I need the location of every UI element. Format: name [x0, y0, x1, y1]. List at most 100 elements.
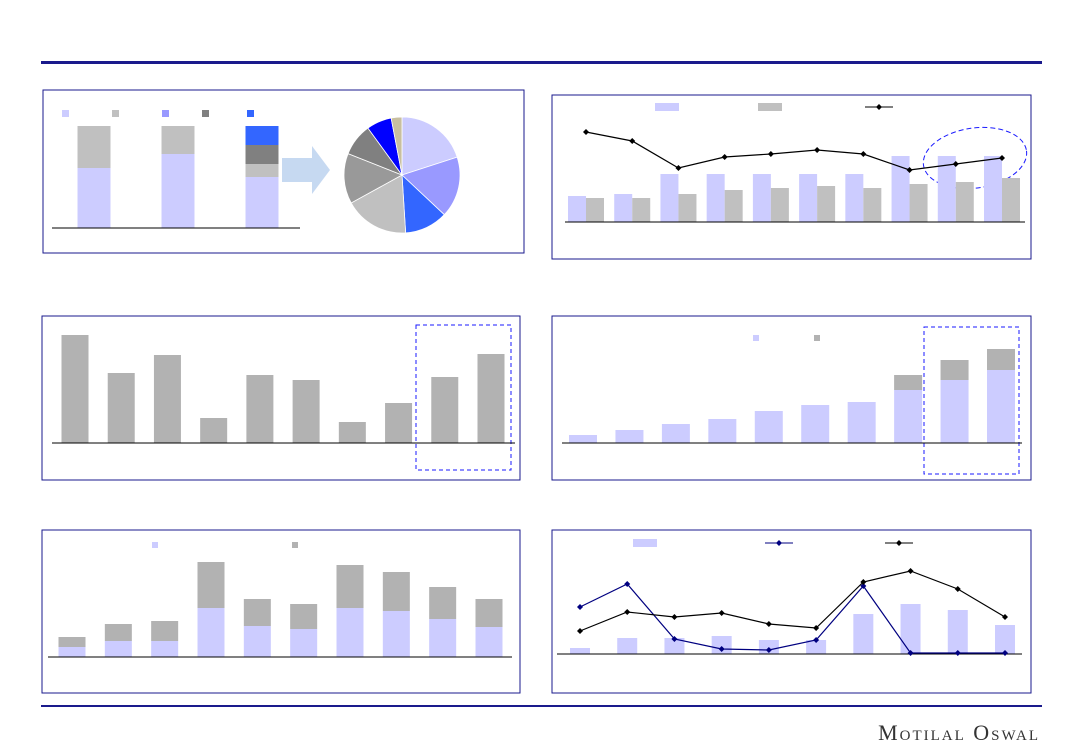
- line-marker: [624, 609, 631, 615]
- bar: [817, 186, 836, 222]
- line-marker: [577, 628, 583, 634]
- line-marker: [765, 647, 772, 653]
- bar: [107, 373, 135, 443]
- bar-segment: [569, 435, 597, 443]
- bar: [891, 156, 910, 222]
- bar: [614, 194, 633, 222]
- line-marker: [577, 604, 583, 610]
- bar: [770, 188, 789, 222]
- bar: [900, 604, 921, 654]
- bar: [799, 174, 818, 222]
- legend-swatch: [292, 542, 298, 548]
- bar-segment: [245, 126, 279, 145]
- pie-slice: [350, 174, 407, 234]
- bar: [568, 196, 586, 222]
- line-marker: [952, 161, 959, 167]
- line-marker: [671, 636, 678, 642]
- bar: [937, 156, 956, 222]
- legend-swatch: [814, 335, 820, 341]
- bar: [292, 380, 320, 443]
- bar-segment: [894, 390, 923, 443]
- bar-segment: [243, 599, 271, 626]
- legend-swatch: [655, 103, 679, 111]
- bar-segment: [661, 424, 690, 443]
- legend-marker: [776, 540, 782, 546]
- bar-segment: [894, 375, 923, 390]
- line-marker: [629, 138, 636, 144]
- bar-segment: [336, 565, 364, 608]
- bar-segment: [475, 627, 503, 657]
- bar-segment: [940, 360, 969, 380]
- bar-segment: [382, 572, 410, 611]
- highlight-box: [415, 324, 512, 471]
- bar-segment: [58, 647, 86, 657]
- panel: [551, 94, 1032, 260]
- bar: [706, 174, 725, 222]
- bar-segment: [336, 608, 364, 657]
- line-marker: [718, 610, 725, 616]
- line-marker: [860, 583, 867, 589]
- top-rule: [41, 61, 1042, 64]
- bottom-rule: [41, 705, 1042, 707]
- pie-slice: [390, 116, 403, 176]
- bar: [678, 194, 697, 222]
- brand: Motilal Oswal: [878, 720, 1040, 745]
- bar-segment: [847, 402, 876, 443]
- bar: [863, 188, 882, 222]
- line-marker: [583, 129, 589, 135]
- line-marker: [718, 646, 725, 652]
- line-marker: [954, 650, 961, 656]
- bar-segment: [151, 621, 179, 641]
- highlight-box: [923, 326, 1020, 475]
- pie-slice: [401, 156, 461, 216]
- bar-segment: [243, 626, 271, 657]
- bar-segment: [987, 370, 1015, 443]
- bar: [806, 640, 827, 654]
- line-marker: [1002, 614, 1008, 620]
- line-marker: [765, 621, 772, 627]
- bar: [570, 648, 590, 654]
- legend-swatch: [162, 110, 169, 117]
- bar: [1002, 178, 1020, 222]
- line-marker: [907, 568, 914, 574]
- line-marker: [1002, 650, 1008, 656]
- line-marker: [954, 586, 961, 592]
- line: [579, 583, 1005, 654]
- bar: [586, 198, 604, 222]
- bar: [724, 190, 743, 222]
- bar-segment: [987, 349, 1015, 370]
- bar: [431, 377, 459, 443]
- bar-segment: [197, 608, 225, 657]
- bar: [853, 614, 874, 654]
- bar-segment: [77, 168, 111, 228]
- legend-swatch: [753, 335, 759, 341]
- bar-segment: [104, 641, 132, 657]
- bar: [984, 156, 1002, 222]
- bar-segment: [290, 629, 318, 657]
- line: [585, 131, 1003, 171]
- line-marker: [675, 165, 682, 171]
- bar: [909, 184, 928, 222]
- bar-segment: [245, 145, 279, 164]
- bar: [385, 403, 413, 443]
- legend-swatch: [112, 110, 119, 117]
- bar-segment: [58, 637, 86, 647]
- bar-segment: [161, 154, 195, 228]
- legend-swatch: [758, 103, 782, 111]
- bar: [955, 182, 974, 222]
- legend-swatch: [633, 539, 657, 547]
- bar-segment: [940, 380, 969, 443]
- bar-segment: [754, 411, 783, 443]
- line: [579, 570, 1006, 632]
- bar-segment: [151, 641, 179, 657]
- line-marker: [671, 614, 678, 620]
- line-marker: [813, 637, 820, 643]
- arrow: [282, 146, 330, 194]
- bar: [660, 174, 679, 222]
- line-marker: [767, 151, 774, 157]
- bar: [995, 625, 1015, 654]
- bar-segment: [245, 177, 279, 228]
- bar: [477, 354, 505, 443]
- bar: [617, 638, 638, 654]
